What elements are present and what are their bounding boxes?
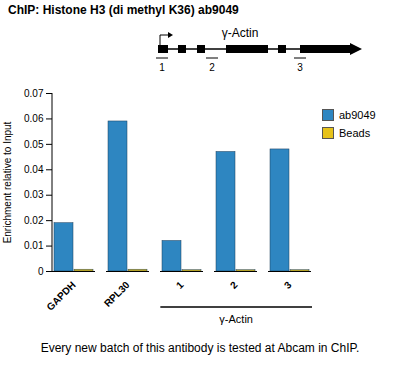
svg-text:0.06: 0.06 — [24, 113, 44, 124]
svg-text:GAPDH: GAPDH — [44, 279, 77, 312]
svg-text:3: 3 — [282, 279, 294, 291]
svg-text:2: 2 — [228, 279, 240, 291]
svg-text:0: 0 — [38, 266, 44, 277]
svg-text:0.01: 0.01 — [24, 240, 44, 251]
svg-text:γ-Actin: γ-Actin — [222, 26, 259, 40]
svg-text:0.07: 0.07 — [24, 88, 44, 99]
html-text:Beads: Beads — [339, 127, 371, 139]
svg-text:RPL30: RPL30 — [102, 279, 132, 309]
svg-text:2: 2 — [209, 62, 215, 73]
html-text:Every new batch of this antibo: Every new batch of this antibody is test… — [40, 341, 360, 355]
svg-text:1: 1 — [159, 62, 165, 73]
html-text:ChIP: Histone H3 (di methyl K3: ChIP: Histone H3 (di methyl K36) ab9049 — [8, 3, 239, 17]
svg-text:γ-Actin: γ-Actin — [219, 313, 253, 325]
svg-text:0.04: 0.04 — [24, 164, 44, 175]
svg-text:Enrichment relative to Input: Enrichment relative to Input — [2, 121, 13, 243]
html-text:ab9049: ab9049 — [339, 109, 376, 121]
svg-text:3: 3 — [297, 62, 303, 73]
svg-text:0.03: 0.03 — [24, 189, 44, 200]
svg-text:0.05: 0.05 — [24, 139, 44, 150]
svg-text:1: 1 — [174, 279, 186, 291]
svg-text:0.02: 0.02 — [24, 215, 44, 226]
